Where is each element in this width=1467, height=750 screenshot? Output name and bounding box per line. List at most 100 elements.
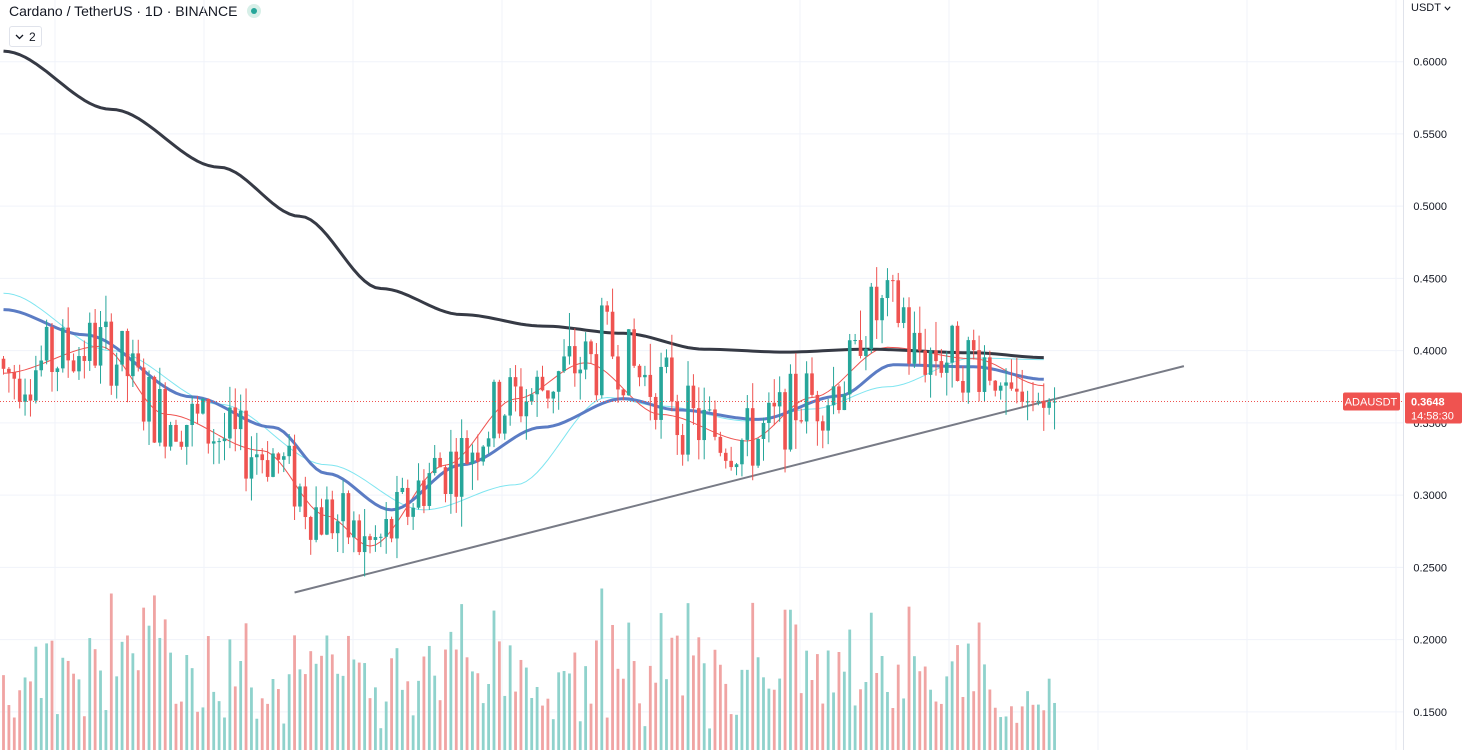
volume-bar (1053, 702, 1056, 750)
volume-bar (239, 661, 243, 750)
volume-bar (72, 673, 75, 750)
candle-body (492, 381, 496, 439)
volume-bar (983, 664, 986, 750)
volume-bar (627, 622, 631, 750)
volume-bar (826, 650, 830, 750)
candle-body (605, 305, 609, 312)
candle-body (1015, 388, 1019, 392)
volume-bar (347, 635, 350, 750)
volume-bar (379, 728, 383, 750)
candle-body (718, 436, 723, 453)
candle-body (141, 367, 146, 422)
volume-bar (886, 691, 889, 750)
volume-bar (568, 673, 571, 750)
volume-bar (163, 619, 167, 750)
candle-body (831, 386, 836, 406)
candle-body (238, 410, 243, 430)
volume-bar (638, 703, 641, 750)
volume-bar (190, 668, 194, 750)
candle-body (723, 452, 728, 461)
candle-body (98, 327, 103, 366)
volume-bar (735, 714, 738, 750)
volume-bar (643, 726, 647, 750)
candle-body (783, 392, 787, 450)
candle-body (459, 438, 464, 497)
candle-body (508, 377, 512, 416)
price-axis: 0.60000.55000.50000.45000.40000.35000.30… (1403, 0, 1447, 750)
volume-bar (206, 636, 210, 750)
volume-bar (433, 675, 437, 750)
volume-bar (18, 690, 22, 750)
candle-body (152, 376, 157, 443)
volume-bar (1036, 704, 1040, 750)
candle-body (891, 280, 895, 282)
currency-selector[interactable]: USDT (1411, 2, 1451, 14)
candle-body (820, 421, 825, 431)
volume-bar (196, 711, 199, 750)
volume-bar (729, 714, 733, 750)
volume-bar (880, 656, 884, 750)
volume-bar (417, 680, 420, 750)
volume-bar (853, 705, 857, 750)
candle-body (966, 340, 971, 393)
volume-bar (530, 697, 534, 750)
volume-bar (665, 679, 668, 750)
currency-label: USDT (1411, 2, 1441, 14)
volume-bar (993, 707, 997, 750)
volume-bar (702, 663, 706, 750)
volume-bar (497, 641, 501, 750)
candle-body (988, 357, 992, 381)
chevron-down-icon (15, 34, 24, 39)
trendline-layer (294, 365, 1185, 594)
symbol-title[interactable]: Cardano / TetherUS · 1D · BINANCE (9, 3, 238, 19)
candle-body (308, 517, 313, 540)
volume-bar (174, 703, 178, 750)
volume-bar (670, 637, 674, 750)
volume-bar (120, 641, 124, 750)
candle-body (648, 374, 653, 397)
candle-body (977, 350, 981, 392)
y-tick-label: 0.2000 (1413, 635, 1447, 647)
volume-bar (158, 637, 162, 750)
volume-bar (476, 673, 480, 750)
volume-bar (541, 705, 544, 750)
candle-body (432, 457, 437, 474)
indicators-toggle-button[interactable]: 2 (9, 26, 42, 47)
candle-body (626, 329, 631, 396)
candle-body (562, 356, 566, 372)
volume-bar (810, 680, 814, 750)
volume-bars (2, 588, 1056, 750)
volume-bar (212, 691, 216, 750)
volume-bar (972, 691, 976, 750)
symbol-badge (1343, 392, 1400, 411)
volume-bar (99, 670, 102, 750)
volume-bar (934, 701, 938, 750)
candle-body (292, 445, 297, 507)
candle-body (907, 307, 911, 364)
candle-body (352, 520, 356, 538)
candle-body (675, 401, 680, 436)
candle-body (438, 457, 442, 468)
volume-bar (314, 663, 318, 750)
candle-body (524, 401, 529, 417)
volume-bar (287, 674, 291, 750)
volume-bar (293, 635, 296, 750)
volume-bar (589, 703, 593, 750)
volume-bar (438, 700, 442, 750)
volume-bar (228, 639, 232, 750)
ma20-line (3, 345, 1044, 547)
candle-body (643, 374, 647, 378)
indicator-count: 2 (29, 29, 36, 44)
volume-bar (330, 654, 334, 750)
candle-body (125, 330, 130, 377)
candle-body (637, 365, 642, 378)
volume-bar (411, 715, 415, 750)
volume-bar (460, 604, 464, 750)
volume-bar (508, 645, 512, 750)
candle-body (287, 445, 291, 457)
candle-body (389, 518, 394, 539)
candle-body (573, 346, 577, 374)
volume-bar (950, 661, 954, 750)
volume-bar (374, 687, 377, 750)
